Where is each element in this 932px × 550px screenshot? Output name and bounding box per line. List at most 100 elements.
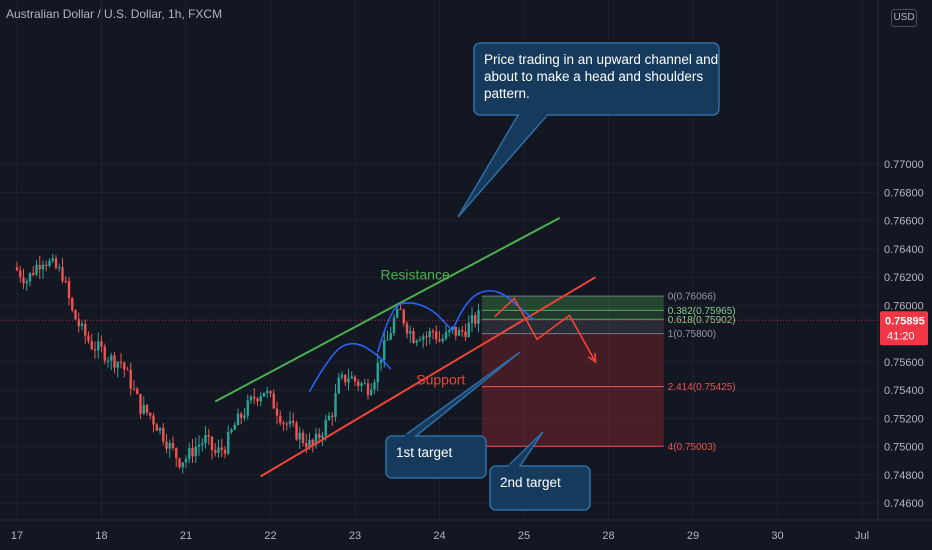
fib-zone xyxy=(481,333,664,387)
candle-body xyxy=(467,322,470,337)
callout-main-box xyxy=(473,42,720,116)
candle-body xyxy=(171,442,175,449)
grid xyxy=(0,0,878,520)
candle-body xyxy=(45,264,48,267)
candle-body xyxy=(162,427,165,442)
candle-body xyxy=(165,441,168,449)
price-tag: 0.75895 41:20 xyxy=(880,311,928,346)
candle-body xyxy=(71,298,74,311)
candle-body xyxy=(139,393,142,414)
candle-body xyxy=(438,339,441,342)
candle-body xyxy=(204,435,207,444)
candle-body xyxy=(191,447,194,457)
currency-button[interactable]: USD xyxy=(891,9,917,27)
candle-body xyxy=(207,435,210,437)
candle-body xyxy=(210,436,214,450)
price-tick-label: 0.74600 xyxy=(884,498,924,510)
candle-body xyxy=(230,429,233,432)
candle-body xyxy=(477,310,480,324)
fib-level-label: 4(0.75003) xyxy=(668,442,716,453)
candle-body xyxy=(181,462,184,468)
candle-body xyxy=(409,331,412,334)
callout-main-text: Price trading in an upward channel and xyxy=(484,52,718,67)
candle-body xyxy=(25,281,28,284)
candle-body xyxy=(347,378,350,383)
symbol-title: Australian Dollar / U.S. Dollar, 1h, FXC… xyxy=(6,7,223,21)
candle-body xyxy=(285,423,288,425)
candle-body xyxy=(363,383,366,385)
fib-zone xyxy=(481,296,664,311)
candle-body xyxy=(116,361,119,368)
candle-body xyxy=(110,355,113,361)
candle-body xyxy=(360,383,363,387)
candle-body xyxy=(305,443,308,448)
candle-body xyxy=(464,331,467,337)
callout-main-pointer xyxy=(457,114,550,218)
price-axis-bg xyxy=(878,0,932,550)
candle-body xyxy=(48,260,51,267)
candle-body xyxy=(152,415,155,425)
resistance-line xyxy=(214,216,561,403)
candle-body xyxy=(441,338,444,342)
price-tick-label: 0.76200 xyxy=(884,272,924,284)
support-line xyxy=(260,276,597,478)
callout-target1-join xyxy=(405,434,415,438)
candle-body xyxy=(74,310,77,320)
candle-body xyxy=(275,408,279,416)
candle-body xyxy=(84,323,87,336)
candle-body xyxy=(149,412,152,416)
candle-body xyxy=(119,361,123,363)
pattern-arc-2 xyxy=(376,302,454,353)
candle-body xyxy=(337,377,340,394)
candle-body xyxy=(334,393,337,417)
candle-body xyxy=(366,383,370,396)
time-tick-label: Jul xyxy=(855,530,869,542)
candle-body xyxy=(188,447,191,459)
candle-body xyxy=(113,355,116,368)
candle-body xyxy=(448,330,451,333)
candle-body xyxy=(402,309,405,324)
annotations: Resistance Support Price trading in an upw… xyxy=(381,42,720,511)
time-tick-label: 21 xyxy=(180,530,192,542)
candle-body xyxy=(103,346,106,361)
candle-body xyxy=(67,281,71,299)
time-axis-bg xyxy=(0,520,932,550)
candle-body xyxy=(405,323,409,334)
resistance-label: Resistance xyxy=(381,267,450,283)
candle-body xyxy=(227,431,230,454)
candle-body xyxy=(298,432,301,440)
candle-body xyxy=(396,309,399,318)
projection-path xyxy=(494,297,597,363)
candle-body xyxy=(93,349,97,351)
price-tick-label: 0.76000 xyxy=(884,300,924,312)
candle-body xyxy=(301,432,305,444)
candle-body xyxy=(41,264,45,270)
candle-body xyxy=(370,389,373,396)
fib-level-label: 0(0.76066) xyxy=(668,292,716,303)
candle-body xyxy=(389,333,392,340)
pattern-arc-3 xyxy=(451,289,535,332)
candle-body xyxy=(272,393,275,409)
candle-body xyxy=(201,443,204,445)
candle-body xyxy=(77,319,80,327)
time-tick-label: 30 xyxy=(771,530,783,542)
price-tick-label: 0.77000 xyxy=(884,159,924,171)
candle-body xyxy=(54,258,58,268)
candle-body xyxy=(194,446,197,457)
candle-body xyxy=(236,413,240,426)
candle-body xyxy=(178,458,181,468)
candle-body xyxy=(64,280,67,282)
candle-body xyxy=(399,309,402,311)
candle-body xyxy=(461,330,464,332)
price-axis: 0.77000 0.76800 0.76600 0.76400 0.76200 0.760… xyxy=(877,0,932,550)
candle-body xyxy=(126,369,129,371)
candle-body xyxy=(324,419,327,436)
price-tag-value: 0.75895 xyxy=(885,315,925,327)
time-axis: 17 18 21 22 23 24 25 28 29 30 Jul xyxy=(0,519,932,550)
fibonacci-retracement: 0(0.76066) 0.382(0.75965)0.618(0.75902) 1(… xyxy=(481,292,736,453)
candle-body xyxy=(123,362,126,370)
candle-body xyxy=(87,335,90,342)
candle-body xyxy=(15,267,19,271)
candle-body xyxy=(350,376,353,379)
